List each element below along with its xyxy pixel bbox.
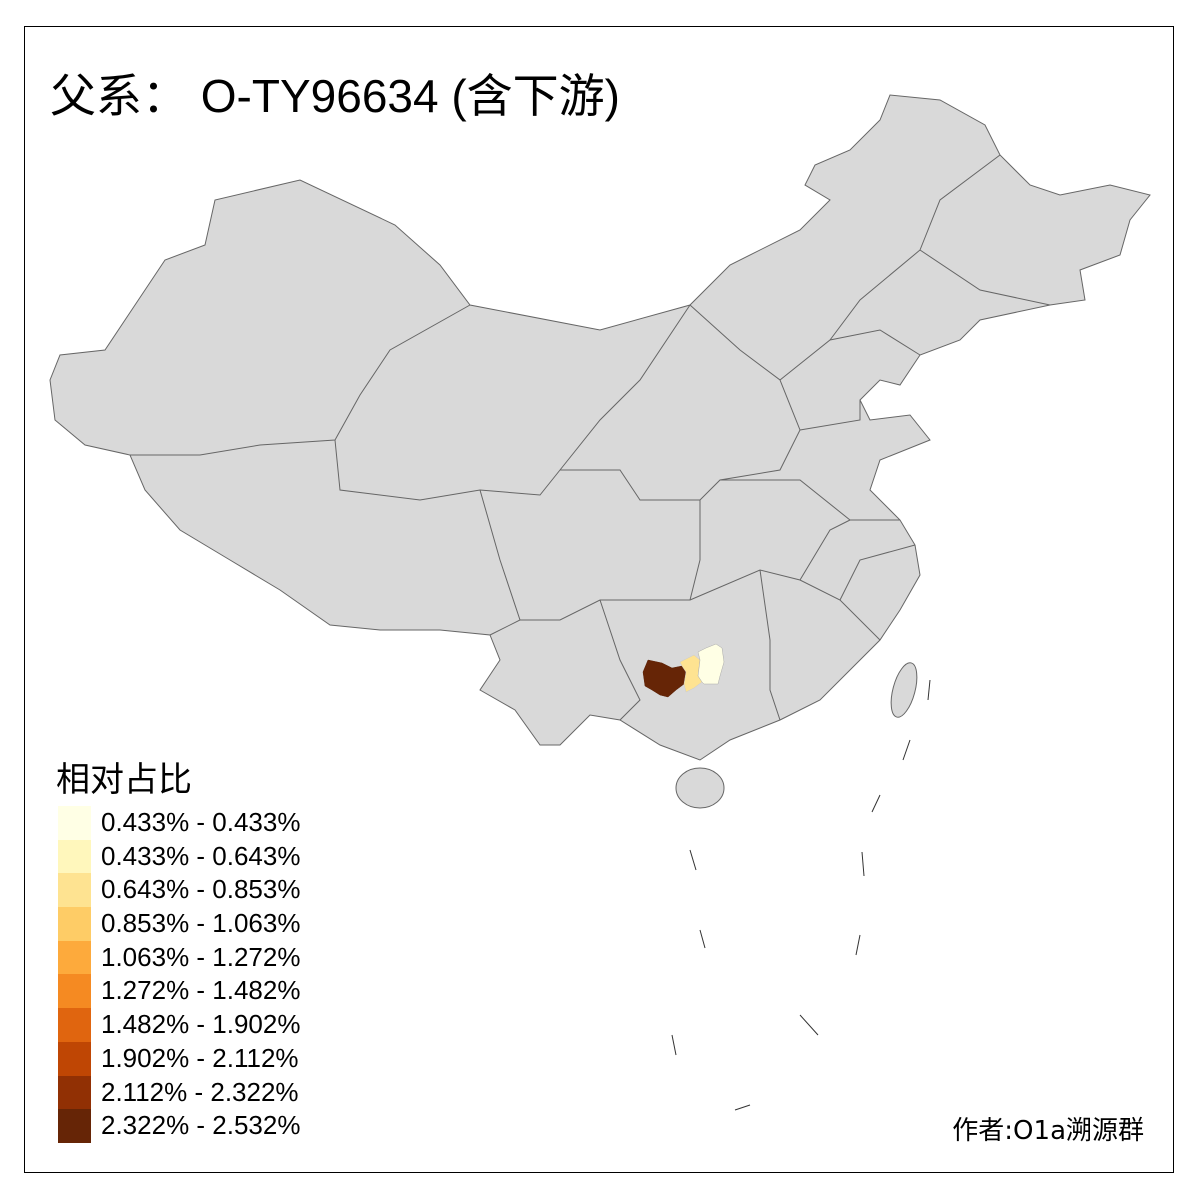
legend-swatch — [58, 974, 91, 1009]
legend-label: 1.272% - 1.482% — [101, 975, 301, 1006]
taiwan-island — [890, 662, 918, 718]
hainan-island — [675, 767, 725, 809]
legend-label: 0.643% - 0.853% — [101, 874, 301, 905]
legend-swatch — [58, 873, 91, 908]
legend-label: 1.902% - 2.112% — [101, 1042, 299, 1073]
legend-swatch — [58, 1008, 91, 1042]
legend-swatch — [58, 940, 91, 975]
mainland-outline — [49, 94, 1151, 761]
legend-swatch — [58, 1041, 91, 1076]
legend-item: 2.112% - 2.322% — [58, 1075, 300, 1110]
map-title: 父系： O-TY96634 (含下游) — [50, 70, 620, 122]
province-borders — [130, 154, 1051, 721]
legend-swatch — [58, 907, 91, 941]
legend-label: 0.433% - 0.433% — [101, 807, 301, 837]
region-bin-1 — [697, 643, 725, 685]
legend-item: 0.853% - 1.063% — [58, 907, 300, 941]
legend-item: 1.482% - 1.902% — [58, 1008, 300, 1042]
legend-label: 2.112% - 2.322% — [101, 1076, 299, 1107]
map-frame — [24, 26, 1174, 1173]
legend-swatch — [58, 1109, 91, 1143]
south-sea-islands — [671, 679, 931, 1111]
legend-label: 2.322% - 2.532% — [101, 1110, 301, 1141]
legend-swatch — [58, 839, 91, 874]
legend-item: 1.902% - 2.112% — [58, 1041, 300, 1076]
author-credit: 作者:O1a溯源群 — [952, 1116, 1144, 1146]
legend-label: 1.063% - 1.272% — [101, 941, 301, 972]
legend-label: 0.433% - 0.643% — [101, 840, 301, 871]
legend-swatch — [58, 1075, 91, 1110]
legend-item: 0.433% - 0.643% — [58, 839, 301, 874]
legend-item: 0.643% - 0.853% — [58, 873, 301, 908]
legend-item: 0.433% - 0.433% — [58, 806, 300, 840]
legend-label: 0.853% - 1.063% — [101, 908, 301, 939]
region-bin-3 — [679, 654, 703, 693]
legend-item: 1.272% - 1.482% — [58, 974, 301, 1009]
legend-item: 2.322% - 2.532% — [58, 1109, 300, 1143]
legend-title: 相对占比 — [56, 760, 192, 800]
legend-item: 1.063% - 1.272% — [58, 940, 301, 975]
legend: 0.433% - 0.433% 0.433% - 0.643% 0.643% - 0… — [58, 806, 300, 1143]
legend-swatch — [58, 806, 91, 840]
legend-label: 1.482% - 1.902% — [101, 1009, 301, 1040]
